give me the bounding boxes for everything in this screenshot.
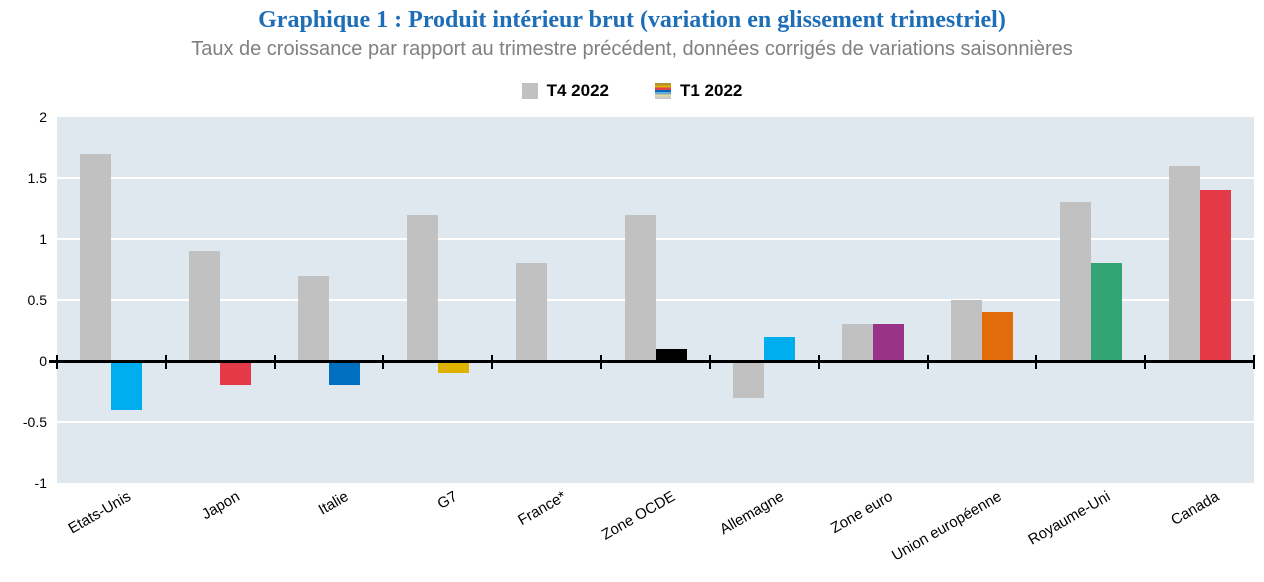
bar-t4-Royaume-Uni — [1059, 202, 1091, 361]
gridline-1.5 — [57, 177, 1254, 179]
axis-tick — [56, 355, 58, 369]
y-axis-label-1.5: 1.5 — [27, 170, 47, 186]
bar-t4-Japon — [189, 251, 221, 361]
plot-area — [49, 117, 1255, 483]
axis-tick — [1035, 355, 1038, 369]
y-axis-label-0: 0 — [39, 353, 47, 369]
bar-t4-Allemagne — [733, 361, 765, 398]
axis-tick — [1144, 355, 1147, 369]
gridline-0.5 — [57, 299, 1254, 301]
gridline-1 — [57, 238, 1254, 240]
bar-t1-Canada — [1199, 190, 1231, 361]
bar-t1-Zone OCDE — [655, 348, 687, 361]
zero-axis-line — [49, 360, 1254, 363]
chart-title: Graphique 1 : Produit intérieur brut (va… — [258, 7, 1006, 33]
axis-tick — [817, 355, 820, 369]
bar-t4-G7 — [406, 214, 438, 361]
bar-t1-G7 — [437, 361, 469, 374]
bar-t1-Allemagne — [764, 336, 796, 361]
axis-tick — [382, 355, 385, 369]
axis-tick — [1253, 355, 1255, 369]
bar-t4-Zone OCDE — [624, 214, 656, 361]
bar-t1-Union européenne — [981, 312, 1013, 361]
y-axis-label--1: -1 — [34, 475, 47, 491]
gridline--0.5 — [57, 421, 1254, 423]
y-axis-label-0.5: 0.5 — [27, 292, 47, 308]
axis-tick — [164, 355, 167, 369]
bar-t4-Canada — [1168, 165, 1200, 361]
bar-t1-Royaume-Uni — [1090, 263, 1122, 361]
legend-item-t4-2022: T4 2022 — [521, 81, 609, 101]
axis-tick — [273, 355, 276, 369]
bar-t4-Italie — [298, 275, 330, 361]
axis-tick — [491, 355, 494, 369]
legend-label-t1-2022: T1 2022 — [680, 81, 743, 100]
legend-label-t4-2022: T4 2022 — [546, 81, 609, 100]
y-axis-label--0.5: -0.5 — [22, 414, 47, 430]
bar-t1-Etats-Unis — [111, 361, 143, 410]
bar-t4-Etats-Unis — [80, 153, 112, 361]
axis-tick — [926, 355, 929, 369]
bar-t4-Union européenne — [950, 300, 982, 361]
x-axis-label-Italie: Italie — [315, 488, 352, 519]
y-axis-label-2: 2 — [39, 109, 47, 125]
bar-t4-Zone euro — [842, 324, 874, 361]
axis-tick — [600, 355, 603, 369]
axis-tick — [708, 355, 711, 369]
bar-t1-Italie — [329, 361, 361, 386]
bar-t1-Zone euro — [873, 324, 905, 361]
legend-item-t1-2022: T1 2022 — [655, 81, 742, 101]
legend: T4 2022 T1 2022 — [0, 80, 1264, 102]
y-axis-label-1: 1 — [39, 231, 47, 247]
chart-subtitle: Taux de croissance par rapport au trimes… — [191, 38, 1073, 60]
bar-t1-Japon — [220, 361, 252, 386]
t4-2022-swatch-icon — [521, 83, 538, 99]
bar-t4-France* — [515, 263, 547, 361]
t1-2022-swatch-icon — [655, 83, 671, 99]
